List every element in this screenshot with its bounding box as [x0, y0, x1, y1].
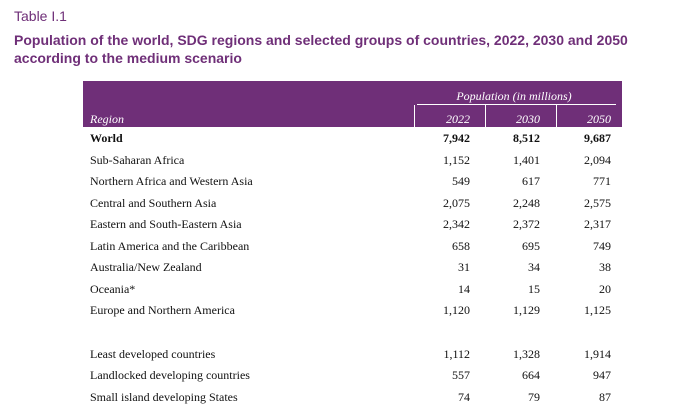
table-row: Central and Southern Asia 2,075 2,248 2,…: [83, 192, 622, 214]
value-2050: 1,125: [545, 303, 611, 318]
table-title: Population of the world, SDG regions and…: [14, 31, 664, 67]
population-table: Population (in millions) Region 2022 203…: [83, 81, 622, 407]
table-row: Europe and Northern America 1,120 1,129 …: [83, 299, 622, 321]
value-2022: 74: [404, 390, 470, 405]
table-row: Small island developing States 74 79 87: [83, 386, 622, 407]
table-row: Eastern and South-Eastern Asia 2,342 2,3…: [83, 213, 622, 235]
value-2022: 1,152: [404, 153, 470, 168]
row-label: Sub-Saharan Africa: [90, 153, 184, 168]
year-header-2050: 2050: [545, 112, 611, 127]
value-2030: 664: [474, 368, 540, 383]
header-rule: [417, 104, 616, 105]
value-2022: 2,342: [404, 217, 470, 232]
value-2050: 2,317: [545, 217, 611, 232]
value-2030: 1,129: [474, 303, 540, 318]
value-2022: 14: [404, 282, 470, 297]
row-label: Central and Southern Asia: [90, 196, 216, 211]
value-2050: 20: [545, 282, 611, 297]
table-row: Latin America and the Caribbean 658 695 …: [83, 235, 622, 257]
row-label: Northern Africa and Western Asia: [90, 174, 253, 189]
value-2030: 695: [474, 239, 540, 254]
value-2050: 1,914: [545, 347, 611, 362]
row-label: Europe and Northern America: [90, 303, 235, 318]
table-row: Landlocked developing countries 557 664 …: [83, 364, 622, 386]
table-label: Table I.1: [14, 8, 67, 24]
region-header: Region: [90, 112, 124, 127]
value-2050: 2,094: [545, 153, 611, 168]
table-row: Sub-Saharan Africa 1,152 1,401 2,094: [83, 149, 622, 171]
value-2022: 1,112: [404, 347, 470, 362]
value-2022: 1,120: [404, 303, 470, 318]
value-2030: 1,328: [474, 347, 540, 362]
value-2030: 34: [474, 260, 540, 275]
value-2030: 2,372: [474, 217, 540, 232]
value-2030: 15: [474, 282, 540, 297]
row-label: Oceania*: [90, 282, 135, 297]
row-label: Least developed countries: [90, 347, 215, 362]
value-2050: 87: [545, 390, 611, 405]
row-label: Eastern and South-Eastern Asia: [90, 217, 242, 232]
group-header: Population (in millions): [414, 89, 614, 104]
value-2022: 31: [404, 260, 470, 275]
value-2022: 549: [404, 174, 470, 189]
value-2022: 557: [404, 368, 470, 383]
row-label: Latin America and the Caribbean: [90, 239, 249, 254]
row-label: Small island developing States: [90, 390, 238, 405]
table-row: Australia/New Zealand 31 34 38: [83, 256, 622, 278]
value-2050: 771: [545, 174, 611, 189]
table-row: Least developed countries 1,112 1,328 1,…: [83, 343, 622, 365]
value-2050: 9,687: [545, 131, 611, 146]
value-2030: 617: [474, 174, 540, 189]
row-label: Landlocked developing countries: [90, 368, 250, 383]
row-label: Australia/New Zealand: [90, 260, 202, 275]
table-row: Northern Africa and Western Asia 549 617…: [83, 170, 622, 192]
value-2050: 749: [545, 239, 611, 254]
table-row: World 7,942 8,512 9,687: [83, 127, 622, 149]
row-spacer: [83, 321, 622, 343]
value-2050: 2,575: [545, 196, 611, 211]
country-group-rows: Least developed countries 1,112 1,328 1,…: [83, 343, 622, 407]
value-2022: 2,075: [404, 196, 470, 211]
value-2022: 658: [404, 239, 470, 254]
value-2050: 38: [545, 260, 611, 275]
table-row: Oceania* 14 15 20: [83, 278, 622, 300]
value-2030: 8,512: [474, 131, 540, 146]
year-header-2030: 2030: [474, 112, 540, 127]
region-rows: World 7,942 8,512 9,687 Sub-Saharan Afri…: [83, 127, 622, 321]
row-label: World: [90, 131, 123, 146]
value-2030: 2,248: [474, 196, 540, 211]
table-header: Population (in millions) Region 2022 203…: [83, 81, 622, 127]
value-2050: 947: [545, 368, 611, 383]
year-header-2022: 2022: [404, 112, 470, 127]
value-2030: 79: [474, 390, 540, 405]
value-2030: 1,401: [474, 153, 540, 168]
value-2022: 7,942: [404, 131, 470, 146]
